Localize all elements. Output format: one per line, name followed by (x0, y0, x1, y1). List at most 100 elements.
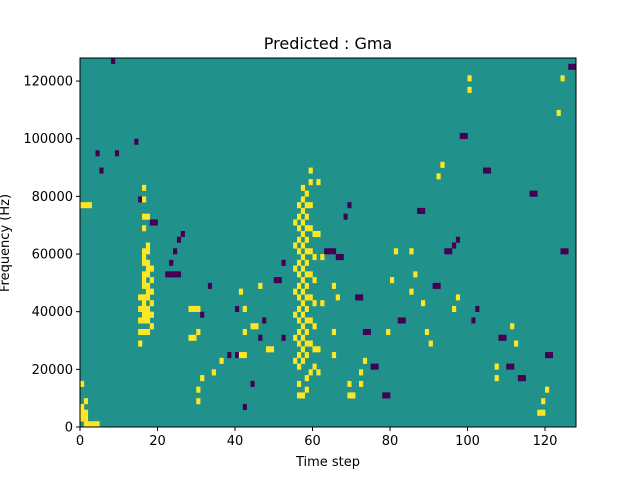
heatmap-cell-high (545, 386, 550, 393)
heatmap-cell-high (304, 236, 309, 243)
heatmap-cell-high (297, 392, 302, 399)
heatmap-cell-low (564, 248, 569, 255)
x-tick-label: 80 (382, 434, 399, 449)
heatmap-cell-low (517, 375, 523, 382)
heatmap-cell-high (242, 352, 247, 359)
heatmap-cell-high (556, 109, 561, 116)
heatmap-cell-high (452, 305, 457, 312)
heatmap-cell-low (359, 294, 364, 301)
heatmap-cell-high (541, 409, 546, 416)
heatmap-cell-high (80, 403, 85, 411)
heatmap-cell-low (475, 305, 480, 312)
heatmap-cell-high (142, 317, 147, 324)
heatmap-cell-low (134, 138, 139, 145)
heatmap-cell-high (138, 317, 143, 324)
heatmap-cell-low (258, 334, 263, 341)
heatmap-cell-high (297, 340, 302, 347)
heatmap-cell-low (486, 167, 492, 174)
heatmap-cell-low (382, 392, 387, 399)
heatmap-cell-high (300, 277, 306, 284)
heatmap-cell-high (91, 421, 96, 428)
heatmap-cell-low (436, 282, 441, 289)
heatmap-cell-high (421, 300, 426, 307)
heatmap-cell-high (393, 248, 399, 255)
heatmap-cell-high (149, 311, 154, 318)
heatmap-cell-high (83, 421, 89, 428)
heatmap-cell-low (331, 248, 337, 255)
heatmap-cell-high (293, 334, 298, 341)
heatmap-cell-high (219, 357, 224, 364)
heatmap-cell-low (235, 305, 240, 312)
heatmap-cell-high (312, 300, 317, 307)
heatmap-cell-low (397, 317, 402, 324)
heatmap-cell-low (463, 132, 468, 140)
y-tick-label: 40000 (32, 305, 73, 320)
heatmap-cell-high (362, 357, 368, 364)
heatmap-cell-high (149, 265, 154, 272)
heatmap-cell-low (506, 363, 511, 370)
heatmap-cell-low (521, 375, 526, 382)
heatmap-cell-high (196, 398, 201, 405)
heatmap-cell-high (308, 202, 313, 209)
y-axis: 0 20000 40000 60000 80000 100000 120000 (23, 75, 80, 436)
plot-frame (79, 57, 577, 428)
heatmap-cell-high (188, 334, 193, 341)
y-tick-label: 120000 (23, 75, 73, 90)
heatmap-cell-high (351, 392, 356, 399)
y-tick-label: 100000 (23, 132, 73, 147)
x-axis-title: Time step (295, 455, 360, 470)
heatmap-cell-high (304, 225, 309, 232)
heatmap-cell-high (142, 254, 147, 261)
heatmap-cell-high (80, 380, 85, 387)
heatmap-cell-high (142, 277, 147, 284)
heatmap-cell-low (421, 207, 426, 214)
heatmap-cell-low (114, 150, 120, 157)
heatmap-cell-low (483, 167, 488, 174)
heatmap-cell-high (308, 167, 313, 174)
heatmap-cell-high (300, 242, 306, 249)
chart-title: Predicted : Gma (264, 34, 392, 53)
heatmap-cell-low (176, 236, 182, 243)
heatmap-cell-low (510, 363, 515, 370)
heatmap-cell-high (320, 300, 325, 307)
heatmap-cell-low (545, 352, 550, 359)
heatmap-cell-high (145, 265, 151, 272)
heatmap-cell-high (304, 213, 309, 220)
heatmap-cell-high (409, 248, 414, 255)
heatmap-cell-high (80, 409, 85, 416)
heatmap-cell-high (467, 86, 472, 93)
heatmap-cell-low (401, 317, 406, 324)
heatmap-cell-high (308, 294, 313, 301)
x-tick-label: 40 (227, 434, 244, 449)
heatmap-cell-low (498, 334, 503, 341)
heatmap-cell-high (95, 421, 100, 428)
heatmap-cell-low (560, 248, 565, 255)
heatmap-cell-low (355, 294, 360, 301)
heatmap-cell-high (293, 311, 298, 318)
heatmap-cell-high (304, 328, 309, 336)
heatmap-cell-high (83, 202, 89, 209)
y-tick-label: 80000 (32, 190, 73, 205)
heatmap-cell-high (359, 380, 364, 387)
heatmap-cell-high (300, 300, 306, 307)
heatmap-cell-high (87, 202, 92, 209)
heatmap-cell-low (347, 202, 352, 209)
heatmap-cell-high (196, 328, 201, 336)
heatmap-cell-high (297, 236, 302, 243)
heatmap-cell-high (269, 346, 275, 353)
heatmap-cell-low (111, 58, 116, 65)
heatmap-cell-low (502, 334, 507, 341)
heatmap-cell-high (149, 300, 154, 307)
heatmap-cell-high (145, 305, 151, 312)
heatmap-cell-high (440, 161, 445, 168)
heatmap-cell-high (297, 363, 302, 370)
heatmap-cell-high (428, 340, 433, 347)
y-tick-label: 20000 (32, 363, 73, 378)
heatmap-cell-low (444, 248, 449, 255)
heatmap-cell-high (316, 230, 321, 238)
heatmap-cell-high (142, 294, 147, 301)
heatmap-cell-high (390, 277, 395, 284)
heatmap-cell-high (312, 363, 317, 370)
heatmap-cell-high (300, 288, 306, 295)
